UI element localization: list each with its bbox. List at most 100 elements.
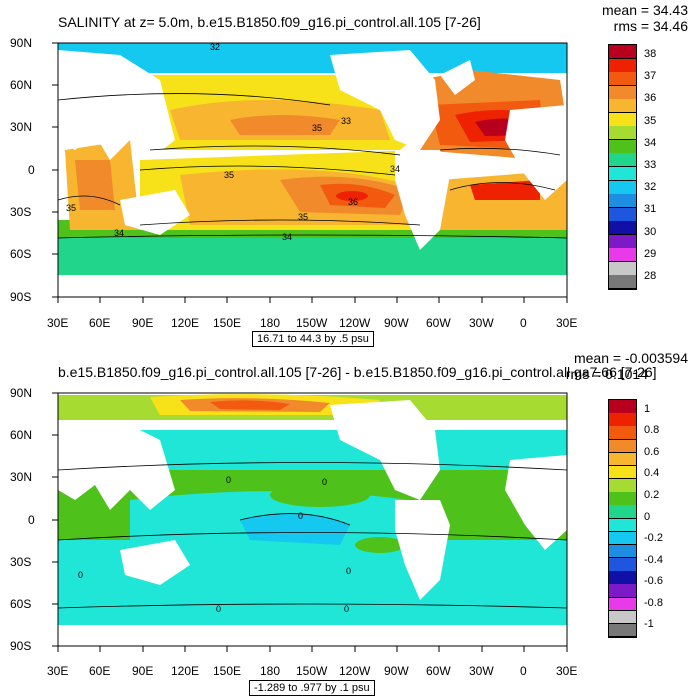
panel1-lat-label: 90N	[10, 36, 33, 50]
contour-label: 35	[298, 212, 308, 222]
panel1-lon-label: 0	[520, 316, 527, 330]
panel2-legend	[608, 399, 637, 638]
panel2-lat-label: 0	[28, 513, 35, 527]
legend-swatch	[609, 492, 636, 506]
contour-label: 0	[344, 604, 349, 614]
legend-label: 37	[644, 70, 657, 83]
legend-swatch	[609, 167, 636, 182]
panel1-lon-label: 180	[260, 316, 281, 330]
panel2-legend-labels: 1 0.8 0.6 0.4 0.2 0 -0.2 -0.4 -0.6 -0.8 -1	[644, 399, 684, 636]
panel2-rms: rms = 0.1014	[565, 366, 648, 382]
panel2-lat-label: 90N	[10, 386, 33, 400]
legend-swatch	[609, 479, 636, 493]
legend-swatch	[609, 610, 636, 625]
panel2-lon-label: 120W	[339, 664, 371, 678]
panel1-lon-label: 60W	[426, 316, 451, 330]
panel1-lon-label: 90W	[384, 316, 409, 330]
panel1-legend-labels: 38 37 36 35 34 33 32 31 30 29 28	[644, 44, 684, 288]
legend-label: 0.8	[644, 424, 660, 437]
panel1-lat-label: 0	[28, 163, 35, 177]
contour-label: 0	[226, 475, 231, 485]
legend-swatch	[609, 584, 636, 598]
panel1-lat-label: 60N	[10, 78, 33, 92]
panel1-lon-label: 120E	[171, 316, 200, 330]
panel2-lon-label: 60E	[89, 664, 111, 678]
contour-label: 0	[216, 604, 221, 614]
panel2-lat-label: 60N	[10, 428, 33, 442]
legend-swatch	[609, 597, 636, 612]
legend-label: 36	[644, 92, 657, 105]
contour-label: 35	[224, 170, 234, 180]
panel1-legend	[608, 44, 637, 290]
legend-swatch	[609, 623, 636, 638]
legend-swatch	[609, 153, 636, 168]
panel2-lat-label: 90S	[10, 639, 32, 653]
panel1-lat-label: 60S	[10, 247, 32, 261]
legend-swatch	[609, 248, 636, 263]
legend-swatch	[609, 58, 636, 73]
panel1-lon-label: 30W	[469, 316, 494, 330]
legend-label: 31	[644, 203, 657, 216]
contour-label: 35	[66, 203, 76, 213]
contour-label: 0	[346, 566, 351, 576]
panel2-lon-label: 30W	[469, 664, 494, 678]
panel2-lon-label: 150E	[213, 664, 242, 678]
legend-label: -1	[644, 618, 654, 631]
panel2-lon-label: 30E	[556, 664, 578, 678]
panel2-lon-label: 90E	[132, 664, 154, 678]
panel1-lon-label: 120W	[339, 316, 371, 330]
legend-swatch	[609, 426, 636, 440]
legend-label: 35	[644, 114, 657, 127]
panel2-mean: mean = -0.003594	[573, 350, 688, 366]
legend-swatch	[609, 275, 636, 290]
panel2-lon-label: 30E	[47, 664, 69, 678]
legend-label: 0	[644, 510, 651, 523]
legend-swatch	[609, 261, 636, 276]
legend-label: 28	[644, 269, 657, 282]
contour-label: 0	[322, 477, 327, 487]
contour-label: 34	[114, 228, 124, 238]
panel1-lon-label: 30E	[556, 316, 578, 330]
contour-label: 36	[348, 197, 358, 207]
legend-label: 33	[644, 159, 657, 171]
legend-swatch	[609, 518, 636, 533]
legend-label: 29	[644, 247, 657, 260]
contour-label: 0	[78, 570, 83, 580]
panel1-map	[58, 43, 567, 297]
legend-swatch	[609, 505, 636, 519]
legend-swatch	[609, 465, 636, 480]
panel1-contour-labels: 32 35 35 36 35 34 34 35 34 33	[66, 42, 400, 242]
legend-swatch	[609, 452, 636, 467]
panel2-lon-label: 60W	[426, 664, 451, 678]
legend-swatch	[609, 126, 636, 141]
panel2-title: b.e15.B1850.f09_g16.pi_control.all.105 […	[58, 364, 657, 380]
panel2-map	[58, 393, 567, 646]
contour-label: 33	[341, 116, 351, 126]
legend-swatch	[609, 439, 636, 454]
legend-swatch	[609, 180, 636, 195]
legend-label: 38	[644, 48, 657, 61]
panel1-range: 16.71 to 44.3 by .5 psu	[252, 331, 374, 347]
legend-swatch	[609, 571, 636, 585]
panel1-lon-label: 90E	[132, 316, 154, 330]
legend-label: -0.4	[644, 553, 663, 566]
contour-label: 35	[312, 123, 322, 133]
legend-swatch	[609, 194, 636, 209]
legend-swatch	[609, 400, 636, 414]
panel2-ticks	[52, 392, 568, 652]
panel2-lat-label: 30N	[10, 470, 33, 484]
panel1-ticks	[52, 42, 568, 303]
panel1-lon-label: 30E	[47, 316, 69, 330]
legend-swatch	[609, 531, 636, 546]
legend-label: 0.2	[644, 488, 660, 501]
panel2-contour-labels: 0 0 0 0 0 0 0	[78, 475, 351, 614]
legend-swatch	[609, 45, 636, 60]
contour-label: 34	[390, 164, 400, 174]
panel1-mean: mean = 34.43	[601, 2, 688, 18]
panel1-lon-label: 150E	[213, 316, 242, 330]
legend-swatch	[609, 72, 636, 87]
legend-swatch	[609, 85, 636, 100]
contour-label: 0	[298, 511, 303, 521]
legend-swatch	[609, 234, 636, 249]
